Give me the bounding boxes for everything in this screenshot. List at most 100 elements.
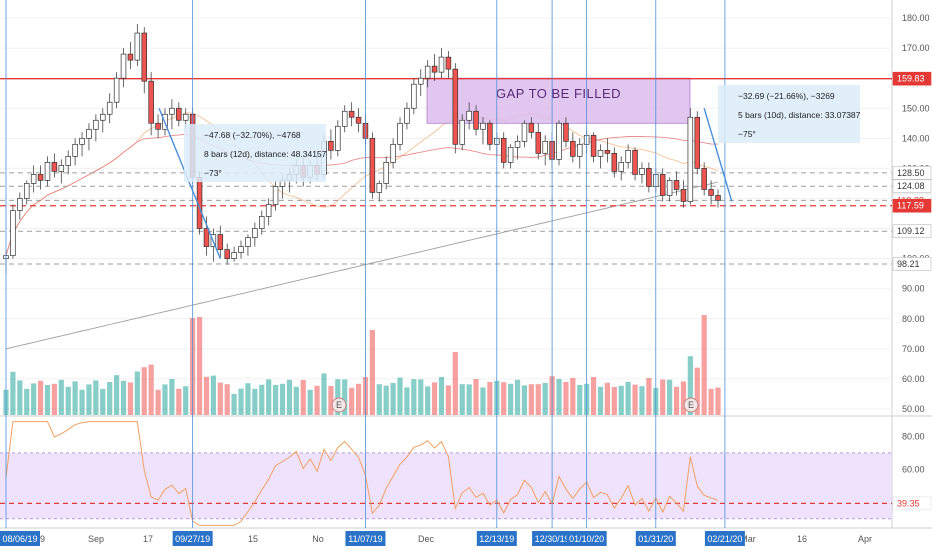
candle-body <box>514 140 521 148</box>
volume-bar <box>127 382 134 415</box>
price-tag-label: 128.50 <box>897 168 925 178</box>
price-axis[interactable]: 180.00170.00160.00150.00140.00130.00120.… <box>892 13 932 414</box>
volume-bar <box>134 371 140 415</box>
candle-body <box>480 122 486 130</box>
volume-bar <box>335 379 341 415</box>
candle-body <box>445 56 452 70</box>
volume-bar <box>217 382 223 415</box>
candle-body <box>694 116 701 169</box>
price-tick-label: 90.00 <box>902 284 925 294</box>
candle-body <box>369 137 376 193</box>
candle-body <box>397 122 403 145</box>
volume-bar <box>176 388 182 415</box>
volume-bar <box>51 383 57 415</box>
date-tag[interactable] <box>566 531 607 546</box>
earnings-icon[interactable] <box>683 397 699 413</box>
price-tag <box>892 257 932 271</box>
price-tick-label: 50.00 <box>902 404 925 414</box>
volume-bar <box>611 387 617 415</box>
date-tag[interactable] <box>476 531 517 546</box>
earnings-label: E <box>688 400 694 410</box>
volume-bar <box>508 383 514 415</box>
date-tag[interactable] <box>0 531 40 546</box>
measure-line-3: −73° <box>204 168 222 178</box>
candle-body <box>556 122 562 160</box>
candle-body <box>127 53 134 61</box>
volume-bar <box>93 380 99 415</box>
volume-bar <box>10 371 16 415</box>
candle-body <box>245 237 251 247</box>
candle-body <box>259 216 265 229</box>
candle-body <box>224 249 230 259</box>
date-tag[interactable] <box>345 531 386 546</box>
candle-body <box>424 65 431 79</box>
volume-bar <box>411 379 417 415</box>
price-tick-label: 150.00 <box>902 103 930 113</box>
candle-body <box>86 128 92 139</box>
measure-trendline <box>158 107 221 259</box>
candle-body <box>625 150 631 163</box>
time-tick-label: 17 <box>143 534 153 544</box>
date-tag[interactable] <box>635 531 676 546</box>
volume-bar <box>224 384 230 415</box>
candle-body <box>521 122 528 142</box>
volume-bar <box>390 383 396 415</box>
volume-bar <box>58 379 64 415</box>
time-axis[interactable]: 19Sep1715No15Dec6Mar16Apr08/06/1909/27/1… <box>0 531 872 546</box>
volume-bar <box>501 382 507 415</box>
volume-bar <box>604 382 610 415</box>
earnings-icon[interactable] <box>331 397 347 413</box>
candle-body <box>418 77 424 85</box>
time-tick-label: Mar <box>740 534 756 544</box>
candle-body <box>604 150 611 154</box>
volume-bar <box>542 383 548 415</box>
price-tag-label: 117.59 <box>897 201 924 211</box>
date-tag[interactable] <box>704 531 745 546</box>
candle-body <box>148 80 154 124</box>
volume-bar <box>480 387 486 415</box>
candle-body <box>570 140 576 157</box>
volume-bar <box>107 382 113 415</box>
candle-body <box>507 146 514 163</box>
volume-bar <box>383 385 389 415</box>
measure-annotation-2[interactable]: −32.69 (−21.66%), −3269 5 bars (10d), di… <box>718 85 861 143</box>
vertical-markers <box>5 0 733 528</box>
date-tag[interactable] <box>532 531 573 546</box>
candle-body <box>542 140 548 154</box>
price-tag <box>892 198 932 213</box>
candle-body <box>23 183 30 199</box>
date-tag-label: 12/13/19 <box>479 534 514 544</box>
volume-bar <box>169 379 175 415</box>
candle-body <box>44 162 51 181</box>
volume-bar <box>473 379 479 415</box>
measure-annotation-1[interactable]: −47.68 (−32.70%), −4768 8 bars (12d), di… <box>184 124 327 182</box>
rsi-tick-label: 60.00 <box>902 464 925 474</box>
volume-bar <box>425 386 431 415</box>
date-tag[interactable] <box>172 531 213 546</box>
candle-body <box>341 110 348 127</box>
candle-body <box>217 234 224 250</box>
volume-bar <box>701 315 707 415</box>
date-tag-label: 08/06/19 <box>2 534 37 544</box>
volume-bar <box>528 384 534 415</box>
volume-bar <box>24 388 30 415</box>
time-tick-label: 16 <box>797 534 807 544</box>
candle-body <box>535 131 542 154</box>
volume-bar <box>37 380 44 415</box>
volume-bar <box>17 380 23 415</box>
volume-bar <box>521 385 528 415</box>
candle-body <box>58 165 65 172</box>
gap-label: GAP TO BE FILLED <box>496 86 621 101</box>
volume-bar <box>680 381 687 415</box>
measure-line-2: 5 bars (10d), distance: 33.07387 <box>738 110 861 120</box>
volume-bar <box>438 377 445 415</box>
candle-body <box>328 140 334 151</box>
volume-bar <box>355 383 362 415</box>
price-tag-label: 109.12 <box>897 226 925 236</box>
rsi-band <box>0 452 892 519</box>
candle-body <box>715 195 721 201</box>
